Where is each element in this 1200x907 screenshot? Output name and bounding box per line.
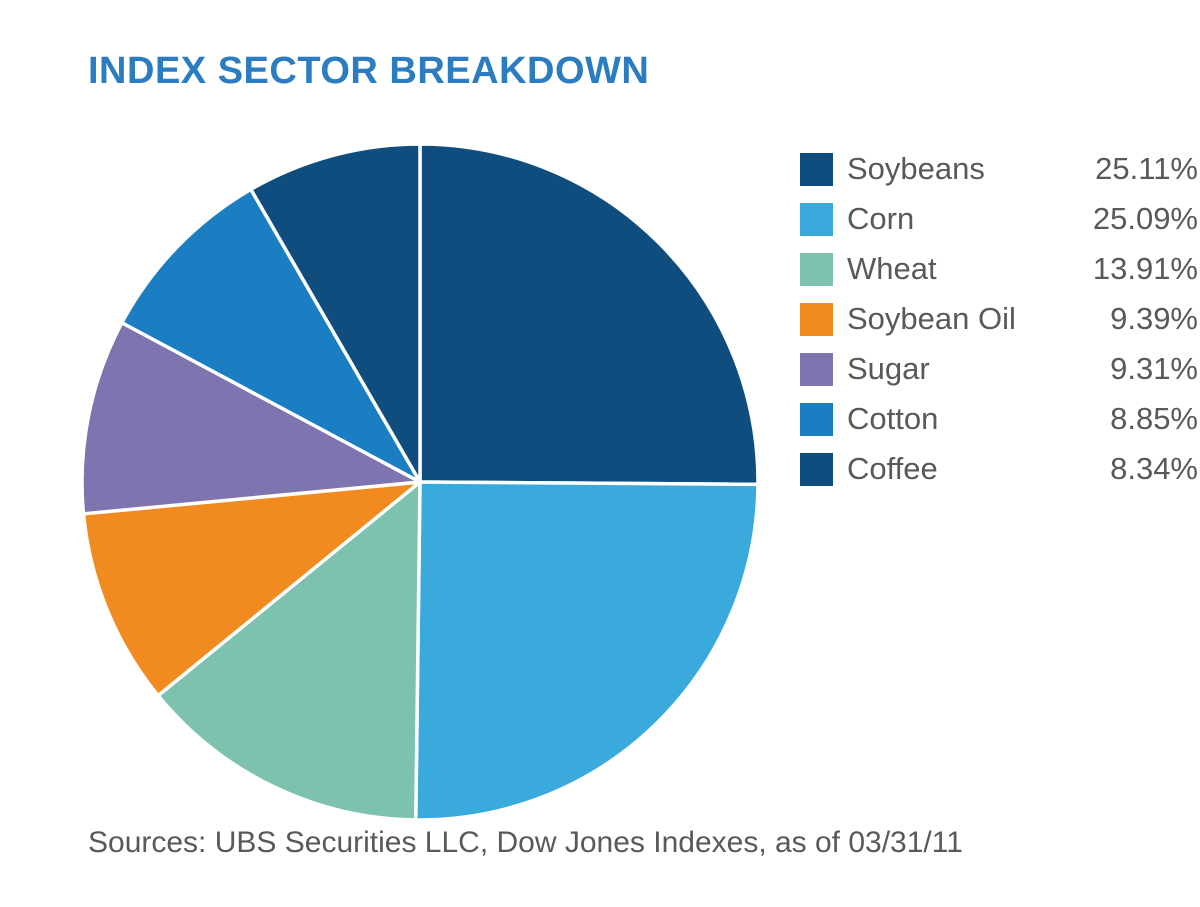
pie-chart-container: [78, 140, 762, 824]
legend-swatch: [800, 302, 833, 336]
legend-label: Corn: [847, 201, 915, 236]
legend-label: Wheat: [847, 251, 937, 286]
legend-item-sugar: Sugar 9.31%: [800, 344, 1198, 394]
pie-slice-soybean-oil: [81, 480, 422, 698]
source-note: Sources: UBS Securities LLC, Dow Jones I…: [88, 826, 963, 859]
legend-value: 8.85%: [1110, 401, 1198, 436]
legend-swatch: [800, 152, 833, 186]
legend-value: 13.91%: [1092, 251, 1198, 286]
legend-label: Soybeans: [847, 151, 985, 186]
pie-slice-soybeans: [418, 142, 760, 487]
legend-label: Soybean Oil: [847, 301, 1016, 336]
pie-slice-corn: [414, 480, 760, 822]
legend: Soybeans 25.11% Corn 25.09% Wheat 13.91% Soybe…: [800, 144, 1198, 494]
legend-value: 25.11%: [1095, 151, 1198, 186]
legend-label: Coffee: [847, 451, 938, 486]
legend-value: 25.09%: [1092, 201, 1198, 236]
legend-item-cotton: Cotton 8.85%: [800, 394, 1198, 444]
legend-value: 8.34%: [1110, 451, 1198, 486]
legend-item-soybean-oil: Soybean Oil 9.39%: [800, 294, 1198, 344]
legend-swatch: [800, 352, 833, 386]
legend-swatch: [800, 402, 833, 436]
legend-swatch: [800, 202, 833, 236]
legend-label: Sugar: [847, 351, 930, 386]
pie-slice-wheat: [156, 480, 422, 822]
pie-slice-cotton: [120, 187, 422, 484]
legend-item-soybeans: Soybeans 25.11%: [800, 144, 1198, 194]
legend-value: 9.31%: [1110, 351, 1198, 386]
pie-chart: [80, 142, 760, 822]
legend-swatch: [800, 252, 833, 286]
legend-item-corn: Corn 25.09%: [800, 194, 1198, 244]
legend-value: 9.39%: [1110, 301, 1198, 336]
legend-label: Cotton: [847, 401, 939, 436]
pie-slice-coffee: [249, 142, 422, 484]
legend-item-coffee: Coffee 8.34%: [800, 444, 1198, 494]
chart-title: INDEX SECTOR BREAKDOWN: [88, 50, 650, 92]
legend-swatch: [800, 452, 833, 486]
pie-slice-sugar: [80, 320, 422, 516]
legend-item-wheat: Wheat 13.91%: [800, 244, 1198, 294]
